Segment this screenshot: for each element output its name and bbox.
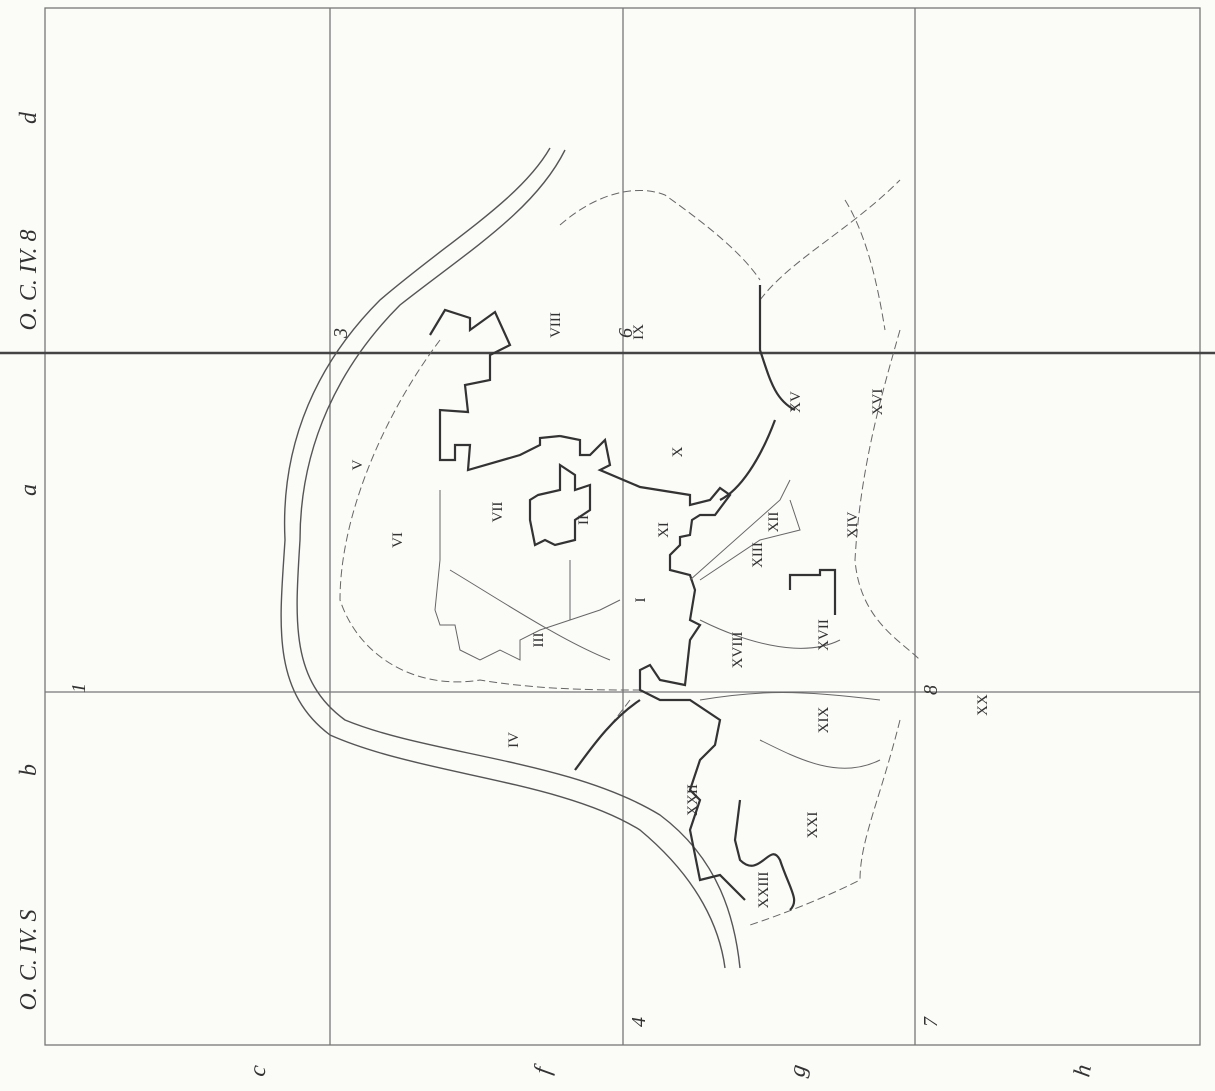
parcel-label: XIX	[816, 707, 832, 734]
parcel-label: XXII	[685, 784, 701, 816]
lot-lines	[434, 479, 881, 769]
margin-label: b	[16, 764, 42, 776]
margin-label: a	[16, 484, 42, 496]
parcel-label: IX	[631, 324, 647, 340]
parcel-label: VI	[390, 532, 406, 548]
parcel-label: IV	[506, 732, 522, 748]
margin-label: g	[784, 1063, 812, 1079]
parcel-label: V	[350, 459, 366, 470]
margin-label: O. C. IV. 8	[16, 230, 42, 331]
parcel-label: XVII	[816, 619, 832, 651]
sheet-number: 7	[920, 1016, 942, 1027]
parcel-label: VIII	[548, 312, 564, 338]
river	[280, 147, 741, 969]
sheet-number: 1	[68, 683, 90, 693]
margin-label: c	[244, 1063, 272, 1078]
sheet-number: 3	[330, 328, 352, 339]
parcel-boundaries	[429, 285, 837, 911]
margin-label: h	[1069, 1063, 1097, 1079]
parcel-label: XX	[975, 694, 991, 716]
parcel-label: XIII	[750, 542, 766, 568]
sheet-number: 4	[628, 1017, 650, 1027]
parcel-label: XXI	[805, 812, 821, 839]
sheet-number: 8	[920, 685, 942, 695]
sheet-number: 6	[615, 328, 637, 338]
parcel-label: XV	[788, 391, 804, 413]
parcel-label: VII	[490, 502, 506, 523]
parcel-label: X	[670, 446, 686, 457]
boundary	[339, 179, 921, 926]
parcel-label: XII	[766, 512, 782, 533]
parcel-label: XXIII	[756, 872, 772, 909]
parcel-label: XVIII	[730, 632, 746, 669]
parcel-label: XVI	[870, 389, 886, 416]
parcel-label: XIV	[845, 512, 861, 539]
parcel-label: XI	[656, 522, 672, 538]
margin-label: d	[16, 111, 42, 124]
margin-label: f	[530, 1062, 557, 1076]
grid	[44, 7, 1201, 1046]
parcel-label: I	[633, 598, 649, 603]
parcel-label: III	[531, 633, 547, 648]
margin-label: O. C. IV. S	[16, 910, 42, 1011]
parcel-label: II	[576, 515, 592, 525]
